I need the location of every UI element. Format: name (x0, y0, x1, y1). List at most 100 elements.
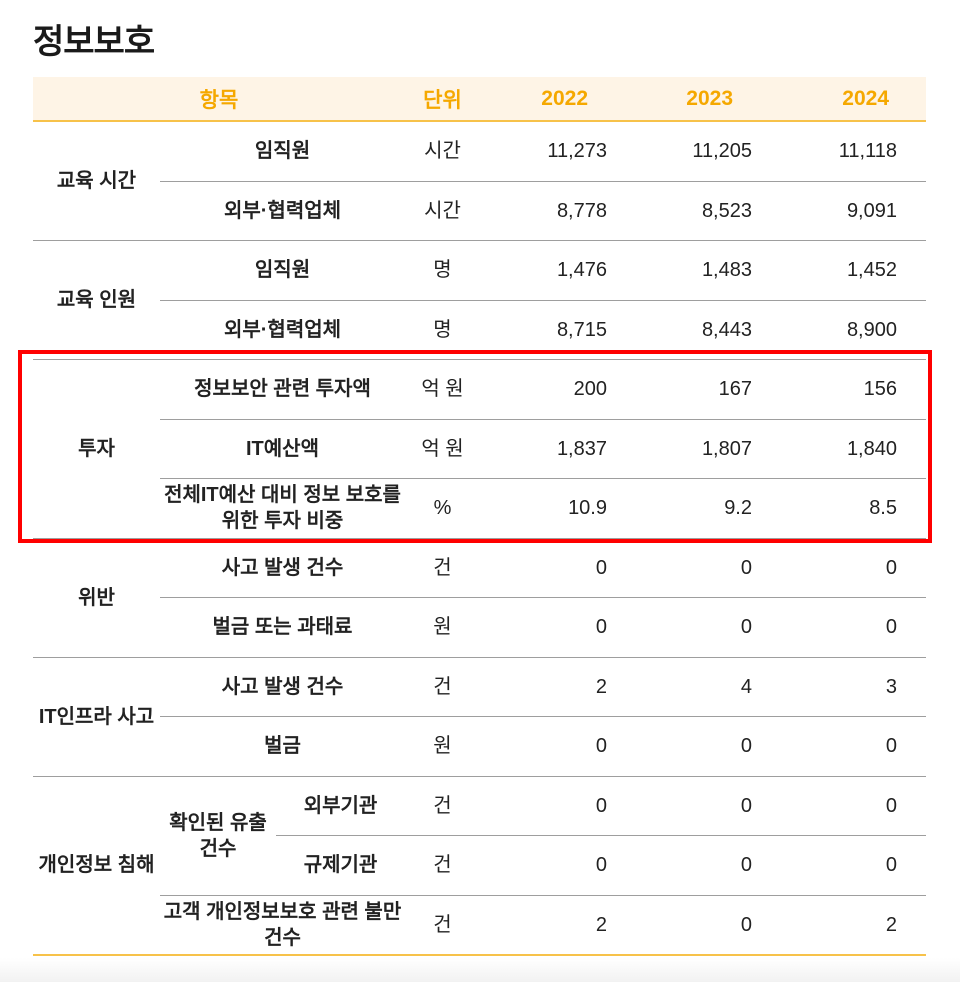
value-2023: 0 (625, 835, 770, 896)
value-2024: 0 (770, 776, 926, 836)
value-2022: 0 (480, 538, 625, 598)
unit-label: 건 (405, 895, 480, 956)
value-2024: 0 (770, 716, 926, 777)
subgroup-label: 확인된 유출 건수 (160, 776, 276, 896)
page-title: 정보보호 (33, 23, 155, 61)
group-label: 교육 시간 (33, 121, 160, 241)
item-label: 임직원 (160, 121, 405, 182)
group-label: 위반 (33, 538, 160, 658)
unit-label: 억 원 (405, 359, 480, 420)
value-2022: 0 (480, 776, 625, 836)
value-2022: 2 (480, 895, 625, 956)
table-row: 외부·협력업체 시간 8,778 8,523 9,091 (33, 181, 926, 241)
value-2023: 4 (625, 657, 770, 717)
item-label: 규제기관 (276, 835, 405, 896)
unit-label: 건 (405, 657, 480, 717)
value-2022: 1,476 (480, 240, 625, 301)
unit-label: 건 (405, 538, 480, 598)
item-label: 정보보안 관련 투자액 (160, 359, 405, 420)
table-row: 위반 사고 발생 건수 건 0 0 0 (33, 538, 926, 658)
unit-label: 원 (405, 597, 480, 658)
item-label: 사고 발생 건수 (160, 538, 405, 598)
value-2022: 0 (480, 597, 625, 658)
item-label: 전체IT예산 대비 정보 보호를 위한 투자 비중 (160, 478, 405, 539)
value-2024: 8,900 (770, 300, 926, 360)
value-2024: 0 (770, 835, 926, 896)
table-row: 규제기관 건 0 0 0 (33, 835, 926, 896)
item-label: 외부·협력업체 (160, 181, 405, 241)
table-row: 교육 시간 임직원 시간 11,273 11,205 11,118 (33, 121, 926, 241)
header-item: 항목 (33, 77, 405, 122)
unit-label: 건 (405, 835, 480, 896)
header-year-2023: 2023 (625, 77, 770, 122)
unit-label: 원 (405, 716, 480, 777)
value-2024: 9,091 (770, 181, 926, 241)
value-2024: 11,118 (770, 121, 926, 182)
value-2024: 1,452 (770, 240, 926, 301)
table-row: 교육 인원 임직원 명 1,476 1,483 1,452 (33, 240, 926, 360)
group-label: 교육 인원 (33, 240, 160, 360)
table-row: 벌금 또는 과태료 원 0 0 0 (33, 597, 926, 658)
value-2024: 2 (770, 895, 926, 956)
unit-label: 명 (405, 240, 480, 301)
item-label: 사고 발생 건수 (160, 657, 405, 717)
item-label: 임직원 (160, 240, 405, 301)
table-row: 투자 정보보안 관련 투자액 억 원 200 167 156 (33, 359, 926, 539)
item-label: 외부기관 (276, 776, 405, 836)
value-2024: 0 (770, 597, 926, 658)
header-row: 항목 단위 2022 2023 2024 (33, 77, 926, 122)
value-2022: 200 (480, 359, 625, 420)
table-row: 벌금 원 0 0 0 (33, 716, 926, 777)
table-row: 개인정보 침해 확인된 유출 건수 외부기관 건 0 0 0 (33, 776, 926, 956)
value-2024: 156 (770, 359, 926, 420)
value-2024: 0 (770, 538, 926, 598)
item-label: 벌금 또는 과태료 (160, 597, 405, 658)
value-2023: 1,807 (625, 419, 770, 479)
table-row: IT예산액 억 원 1,837 1,807 1,840 (33, 419, 926, 479)
value-2024: 8.5 (770, 478, 926, 539)
value-2023: 0 (625, 538, 770, 598)
table-row: IT인프라 사고 사고 발생 건수 건 2 4 3 (33, 657, 926, 777)
value-2023: 8,443 (625, 300, 770, 360)
value-2022: 11,273 (480, 121, 625, 182)
value-2022: 10.9 (480, 478, 625, 539)
group-label: 개인정보 침해 (33, 776, 160, 956)
value-2022: 8,715 (480, 300, 625, 360)
unit-label: % (405, 478, 480, 539)
value-2023: 0 (625, 716, 770, 777)
value-2023: 11,205 (625, 121, 770, 182)
header-year-2022: 2022 (480, 77, 625, 122)
value-2024: 1,840 (770, 419, 926, 479)
unit-label: 억 원 (405, 419, 480, 479)
highlight-box (18, 350, 932, 543)
value-2023: 9.2 (625, 478, 770, 539)
header-year-2024: 2024 (770, 77, 926, 122)
unit-label: 시간 (405, 181, 480, 241)
value-2022: 1,837 (480, 419, 625, 479)
bottom-fade (0, 958, 960, 982)
value-2023: 0 (625, 597, 770, 658)
unit-label: 시간 (405, 121, 480, 182)
unit-label: 명 (405, 300, 480, 360)
value-2023: 167 (625, 359, 770, 420)
item-label: 고객 개인정보보호 관련 불만 건수 (160, 895, 405, 956)
item-label: 벌금 (160, 716, 405, 777)
value-2023: 0 (625, 895, 770, 956)
group-label: IT인프라 사고 (33, 657, 160, 777)
table-row: 전체IT예산 대비 정보 보호를 위한 투자 비중% 10.9 9.2 8.5 (33, 478, 926, 539)
item-label: IT예산액 (160, 419, 405, 479)
value-2023: 8,523 (625, 181, 770, 241)
value-2022: 0 (480, 835, 625, 896)
info-security-table: 항목 단위 2022 2023 2024 교육 시간 임직원 시간 11,273 11,… (33, 77, 926, 956)
value-2022: 2 (480, 657, 625, 717)
value-2024: 3 (770, 657, 926, 717)
item-label: 외부·협력업체 (160, 300, 405, 360)
table-row: 고객 개인정보보호 관련 불만 건수 건 2 0 2 (33, 895, 926, 956)
header-unit: 단위 (405, 77, 480, 122)
table-row: 외부·협력업체 명 8,715 8,443 8,900 (33, 300, 926, 360)
unit-label: 건 (405, 776, 480, 836)
group-label: 투자 (33, 359, 160, 539)
value-2023: 0 (625, 776, 770, 836)
value-2023: 1,483 (625, 240, 770, 301)
value-2022: 8,778 (480, 181, 625, 241)
